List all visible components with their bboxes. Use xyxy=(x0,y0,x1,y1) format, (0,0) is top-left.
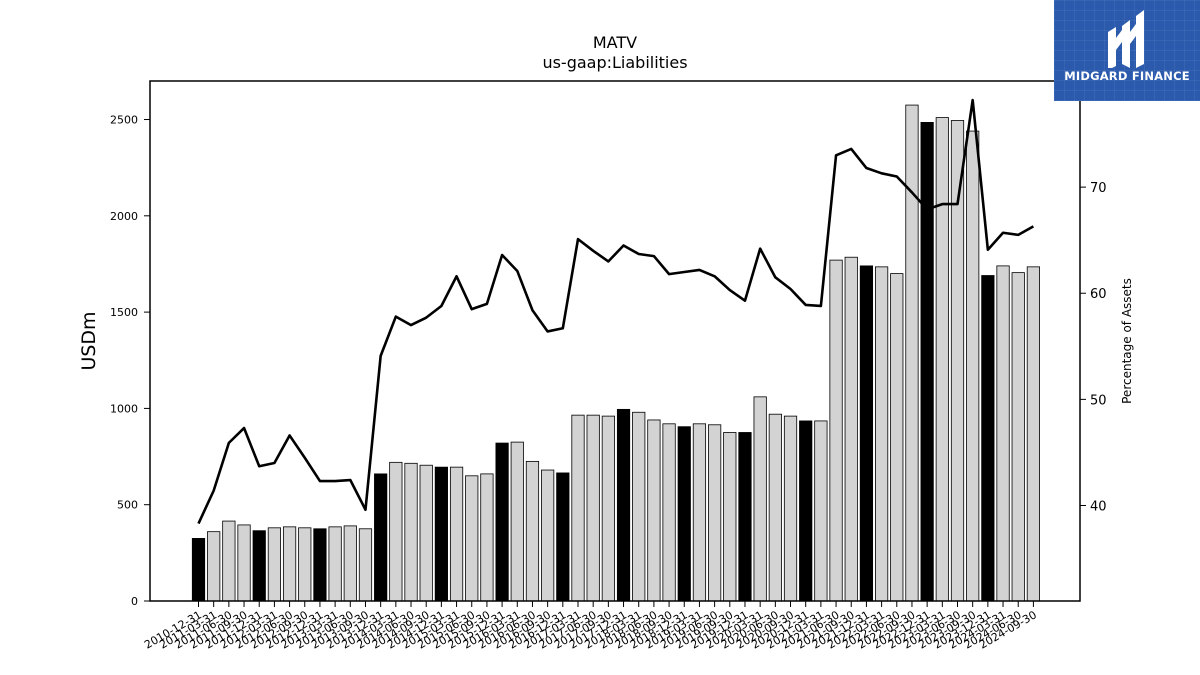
bar-2022-09-30 xyxy=(905,104,919,602)
bar-2015-06-30 xyxy=(465,475,479,602)
bar-2012-09-30 xyxy=(298,527,312,602)
bar-2012-03-31 xyxy=(267,527,282,602)
bar-2016-03-31 xyxy=(510,441,524,602)
bar-2024-06-30 xyxy=(1011,272,1025,602)
y2-tick-label: 40 xyxy=(1090,499,1107,514)
line-series xyxy=(197,98,1035,525)
bar-2013-06-30 xyxy=(343,525,357,602)
y2-tick-label: 50 xyxy=(1090,393,1107,408)
bar-2018-03-31 xyxy=(632,411,646,602)
bar-2011-12-31 xyxy=(252,530,266,602)
bar-2017-09-30 xyxy=(601,415,615,602)
bar-2023-03-31 xyxy=(935,117,949,602)
chart-title: MATV xyxy=(593,33,637,52)
bar-2021-12-31 xyxy=(859,265,874,602)
y-tick-label: 2000 xyxy=(110,210,138,223)
bar-2013-12-31 xyxy=(374,473,388,602)
chart-subtitle: us-gaap:Liabilities xyxy=(542,53,687,72)
bar-2021-06-30 xyxy=(829,259,843,602)
bar-2022-12-31 xyxy=(920,122,934,602)
bar-2024-09-30 xyxy=(1026,266,1040,602)
bar-2015-12-31 xyxy=(495,442,509,602)
bar-2017-03-31 xyxy=(571,414,585,602)
bar-2011-03-31 xyxy=(207,531,221,602)
bar-2018-12-31 xyxy=(677,426,691,602)
bar-2018-06-30 xyxy=(647,419,661,602)
y2-axis-label: Percentage of Assets xyxy=(1120,278,1134,404)
bar-2019-03-31 xyxy=(692,423,707,602)
y2-tick-label: 70 xyxy=(1090,181,1107,196)
percentage-line xyxy=(197,98,1035,525)
logo-mark-icon xyxy=(1108,10,1144,68)
y2-tick-label: 60 xyxy=(1090,287,1107,302)
bar-2019-12-31 xyxy=(738,432,752,602)
bar-2014-09-30 xyxy=(419,464,433,602)
bar-series xyxy=(191,104,1040,602)
bar-2018-09-30 xyxy=(662,423,676,602)
y-tick-label: 1000 xyxy=(110,402,138,415)
bar-2016-09-30 xyxy=(541,469,555,602)
bar-2016-06-30 xyxy=(525,460,540,602)
y-tick-label: 500 xyxy=(117,499,138,512)
y-tick-label: 0 xyxy=(131,595,138,608)
bar-2010-12-31 xyxy=(191,538,206,602)
y-tick-label: 1500 xyxy=(110,306,138,319)
midgard-finance-logo: MIDGARD FINANCE xyxy=(1054,0,1200,101)
bar-2020-06-30 xyxy=(768,413,782,602)
bar-2022-06-30 xyxy=(890,273,904,602)
bar-2012-06-30 xyxy=(282,526,297,602)
bar-2020-03-31 xyxy=(753,396,767,602)
bar-2019-06-30 xyxy=(708,424,722,602)
bar-2015-09-30 xyxy=(480,473,494,602)
plot-frame xyxy=(149,80,1081,602)
bar-2024-03-31 xyxy=(996,265,1010,602)
bar-2023-12-31 xyxy=(981,275,995,602)
bar-2011-09-30 xyxy=(237,524,251,602)
bar-2011-06-30 xyxy=(222,520,236,602)
y-axis-right: 40 50 60 70 xyxy=(1080,181,1107,514)
logo-text: MIDGARD FINANCE xyxy=(1064,69,1190,83)
bar-2014-06-30 xyxy=(404,462,418,602)
bar-2021-03-31 xyxy=(814,420,828,602)
bar-2014-12-31 xyxy=(434,466,448,602)
y-axis-label: USDm xyxy=(78,311,100,370)
x-axis: 2010-12-312011-03-312011-06-302011-09-30… xyxy=(142,601,1039,652)
bar-2022-03-31 xyxy=(875,266,889,602)
bar-2023-06-30 xyxy=(950,120,965,602)
bar-2020-09-30 xyxy=(783,415,798,602)
bar-2012-12-31 xyxy=(313,528,327,602)
bar-2013-03-31 xyxy=(328,526,342,602)
bar-2021-09-30 xyxy=(844,256,858,602)
y-axis-left: 0 500 1000 1500 2000 2500 xyxy=(110,114,150,608)
bar-2016-12-31 xyxy=(556,472,570,602)
bar-2019-09-30 xyxy=(723,432,737,602)
bar-2013-09-30 xyxy=(358,528,373,602)
bar-2023-09-30 xyxy=(966,130,980,602)
y-tick-label: 2500 xyxy=(110,114,138,127)
bar-2017-06-30 xyxy=(586,414,600,602)
bar-2014-03-31 xyxy=(389,461,403,602)
bar-2015-03-31 xyxy=(449,466,464,602)
bar-2017-12-31 xyxy=(616,408,631,602)
bar-2020-12-31 xyxy=(799,420,813,602)
